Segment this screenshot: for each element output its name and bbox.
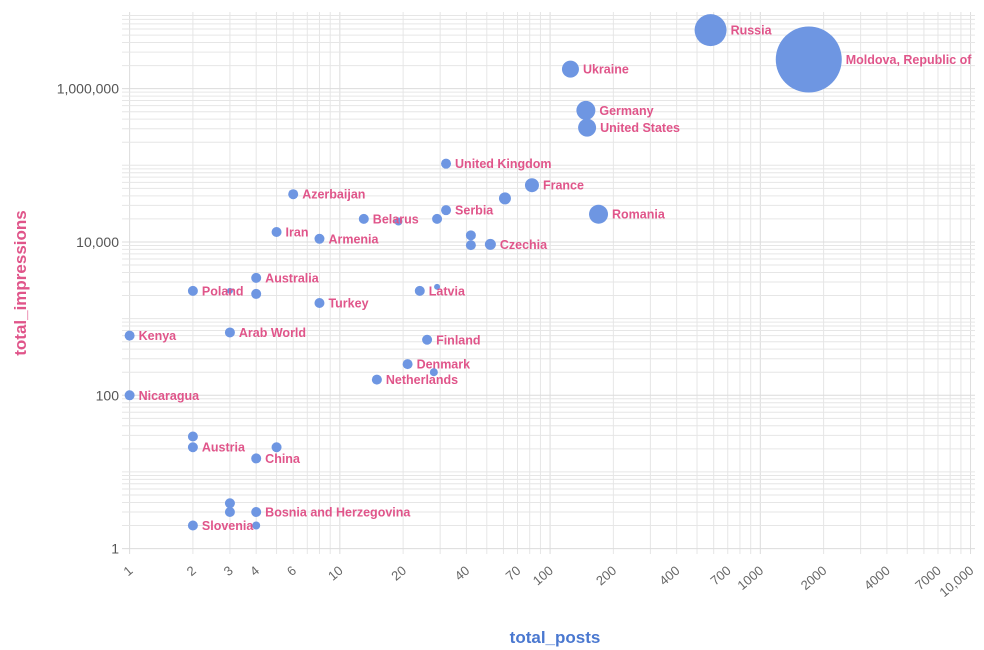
data-point: [358, 213, 369, 224]
data-point: [224, 327, 235, 338]
data-point: [432, 213, 443, 224]
data-point: [414, 285, 425, 296]
point-label: Kenya: [139, 329, 178, 343]
data-point: [465, 230, 476, 241]
data-point: [429, 368, 438, 377]
x-tick-label: 2: [184, 563, 199, 579]
data-point: [314, 233, 325, 244]
data-point: [187, 431, 198, 442]
data-point: [224, 498, 235, 509]
x-tick-label: 4: [247, 563, 262, 579]
x-tick-label: 70: [503, 563, 524, 584]
data-point: [271, 226, 282, 237]
point-label: Poland: [202, 284, 244, 298]
x-tick-label: 100: [530, 563, 556, 588]
data-point: [465, 240, 476, 251]
data-point: [271, 442, 282, 453]
point-label: Belarus: [373, 212, 419, 226]
point-label: Moldova, Republic of: [846, 53, 973, 67]
point-label: France: [543, 179, 584, 193]
point-label: Iran: [286, 225, 309, 239]
point-label: China: [265, 452, 301, 466]
data-point: [224, 507, 235, 518]
point-label: Serbia: [455, 204, 494, 218]
point-label: Armenia: [328, 232, 379, 246]
data-point: [187, 285, 198, 296]
x-axis-title: total_posts: [510, 628, 601, 647]
point-label: Turkey: [328, 296, 368, 310]
data-point: [124, 390, 135, 401]
x-tick-label: 1: [120, 563, 135, 579]
point-label: United Kingdom: [455, 157, 552, 171]
point-label: United States: [600, 121, 680, 135]
data-point: [576, 100, 596, 120]
data-point: [251, 288, 262, 299]
x-tick-label: 2000: [798, 563, 830, 593]
x-tick-label: 200: [593, 563, 619, 588]
data-point: [314, 297, 325, 308]
data-point: [589, 204, 609, 224]
point-label: Nicaragua: [139, 389, 200, 403]
data-point: [226, 287, 233, 294]
point-label: Netherlands: [386, 373, 458, 387]
x-tick-label: 20: [388, 563, 409, 584]
y-axis-ticks: 1 100 10,000 1,000,000: [57, 81, 120, 557]
data-point: [394, 217, 403, 226]
data-points: [124, 14, 842, 531]
point-label: Azerbaijan: [302, 188, 365, 202]
point-label: Russia: [731, 24, 773, 38]
data-point: [251, 507, 262, 518]
data-point: [441, 205, 452, 216]
data-point: [561, 60, 579, 78]
point-label: Arab World: [239, 326, 306, 340]
point-label: Australia: [265, 271, 320, 285]
point-label: Austria: [202, 441, 246, 455]
data-point: [498, 192, 511, 205]
y-tick-label: 10,000: [76, 234, 119, 250]
data-point: [251, 453, 262, 464]
data-point: [187, 442, 198, 453]
data-point: [484, 238, 496, 250]
point-label: Latvia: [429, 284, 466, 298]
data-point: [402, 359, 413, 370]
data-point: [775, 26, 842, 93]
x-tick-label: 1000: [734, 563, 766, 593]
y-axis-title: total_impressions: [11, 210, 30, 356]
data-point: [252, 521, 261, 530]
point-label: Germany: [599, 104, 653, 118]
point-label: Ukraine: [583, 63, 629, 77]
data-point: [288, 189, 299, 200]
point-label: Romania: [612, 208, 666, 222]
data-point: [434, 283, 441, 290]
x-tick-label: 3: [221, 563, 236, 579]
data-point: [694, 14, 727, 47]
data-point: [422, 334, 433, 345]
x-tick-label: 10: [325, 563, 346, 584]
data-point: [524, 178, 539, 193]
y-tick-label: 1,000,000: [57, 81, 119, 97]
data-point: [124, 330, 135, 341]
x-tick-label: 4000: [861, 563, 893, 593]
point-label: Bosnia and Herzegovina: [265, 506, 411, 520]
x-axis-ticks: 1 2 3 4 6 10 20 40 70 100 200 400 700 1000 2000 4000 700…: [120, 563, 976, 600]
x-tick-label: 40: [452, 563, 473, 584]
x-tick-label: 400: [656, 563, 682, 588]
x-tick-label: 700: [707, 563, 733, 588]
y-tick-label: 1: [111, 541, 119, 557]
point-label: Denmark: [417, 358, 471, 372]
point-label: Slovenia: [202, 519, 254, 533]
y-tick-label: 100: [96, 387, 120, 403]
x-tick-label: 10,000: [936, 563, 976, 600]
x-tick-label: 6: [284, 563, 299, 579]
data-point: [578, 118, 597, 137]
point-labels: Russia Moldova, Republic of Ukraine Germany…: [139, 24, 973, 533]
grid: [122, 12, 975, 554]
point-label: Finland: [436, 333, 480, 347]
data-point: [371, 374, 382, 385]
data-point: [441, 158, 452, 169]
data-point: [187, 520, 198, 531]
data-point: [251, 272, 262, 283]
point-label: Czechia: [500, 238, 548, 252]
